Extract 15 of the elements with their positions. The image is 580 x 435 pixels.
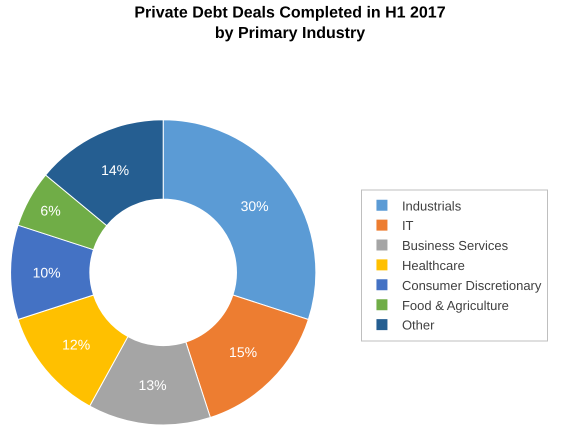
data-label: 15%: [229, 344, 258, 360]
data-label: 6%: [40, 202, 61, 218]
legend-label: Food & Agriculture: [402, 298, 509, 313]
legend-label: Industrials: [402, 198, 462, 214]
data-label: 10%: [32, 264, 61, 280]
data-label: 30%: [240, 198, 269, 214]
legend-label: Consumer Discretionary: [402, 278, 542, 293]
legend-label: Healthcare: [402, 258, 465, 273]
data-label: 13%: [138, 376, 167, 393]
data-label: 12%: [62, 336, 90, 352]
legend-label: IT: [402, 218, 414, 234]
legend-label: Other: [402, 318, 436, 333]
legend-label: Business Services: [402, 238, 509, 254]
data-label: 14%: [101, 162, 130, 178]
chart-title: Private Debt Deals Completed in H1 2017 by Primary Industry: [134, 4, 446, 42]
